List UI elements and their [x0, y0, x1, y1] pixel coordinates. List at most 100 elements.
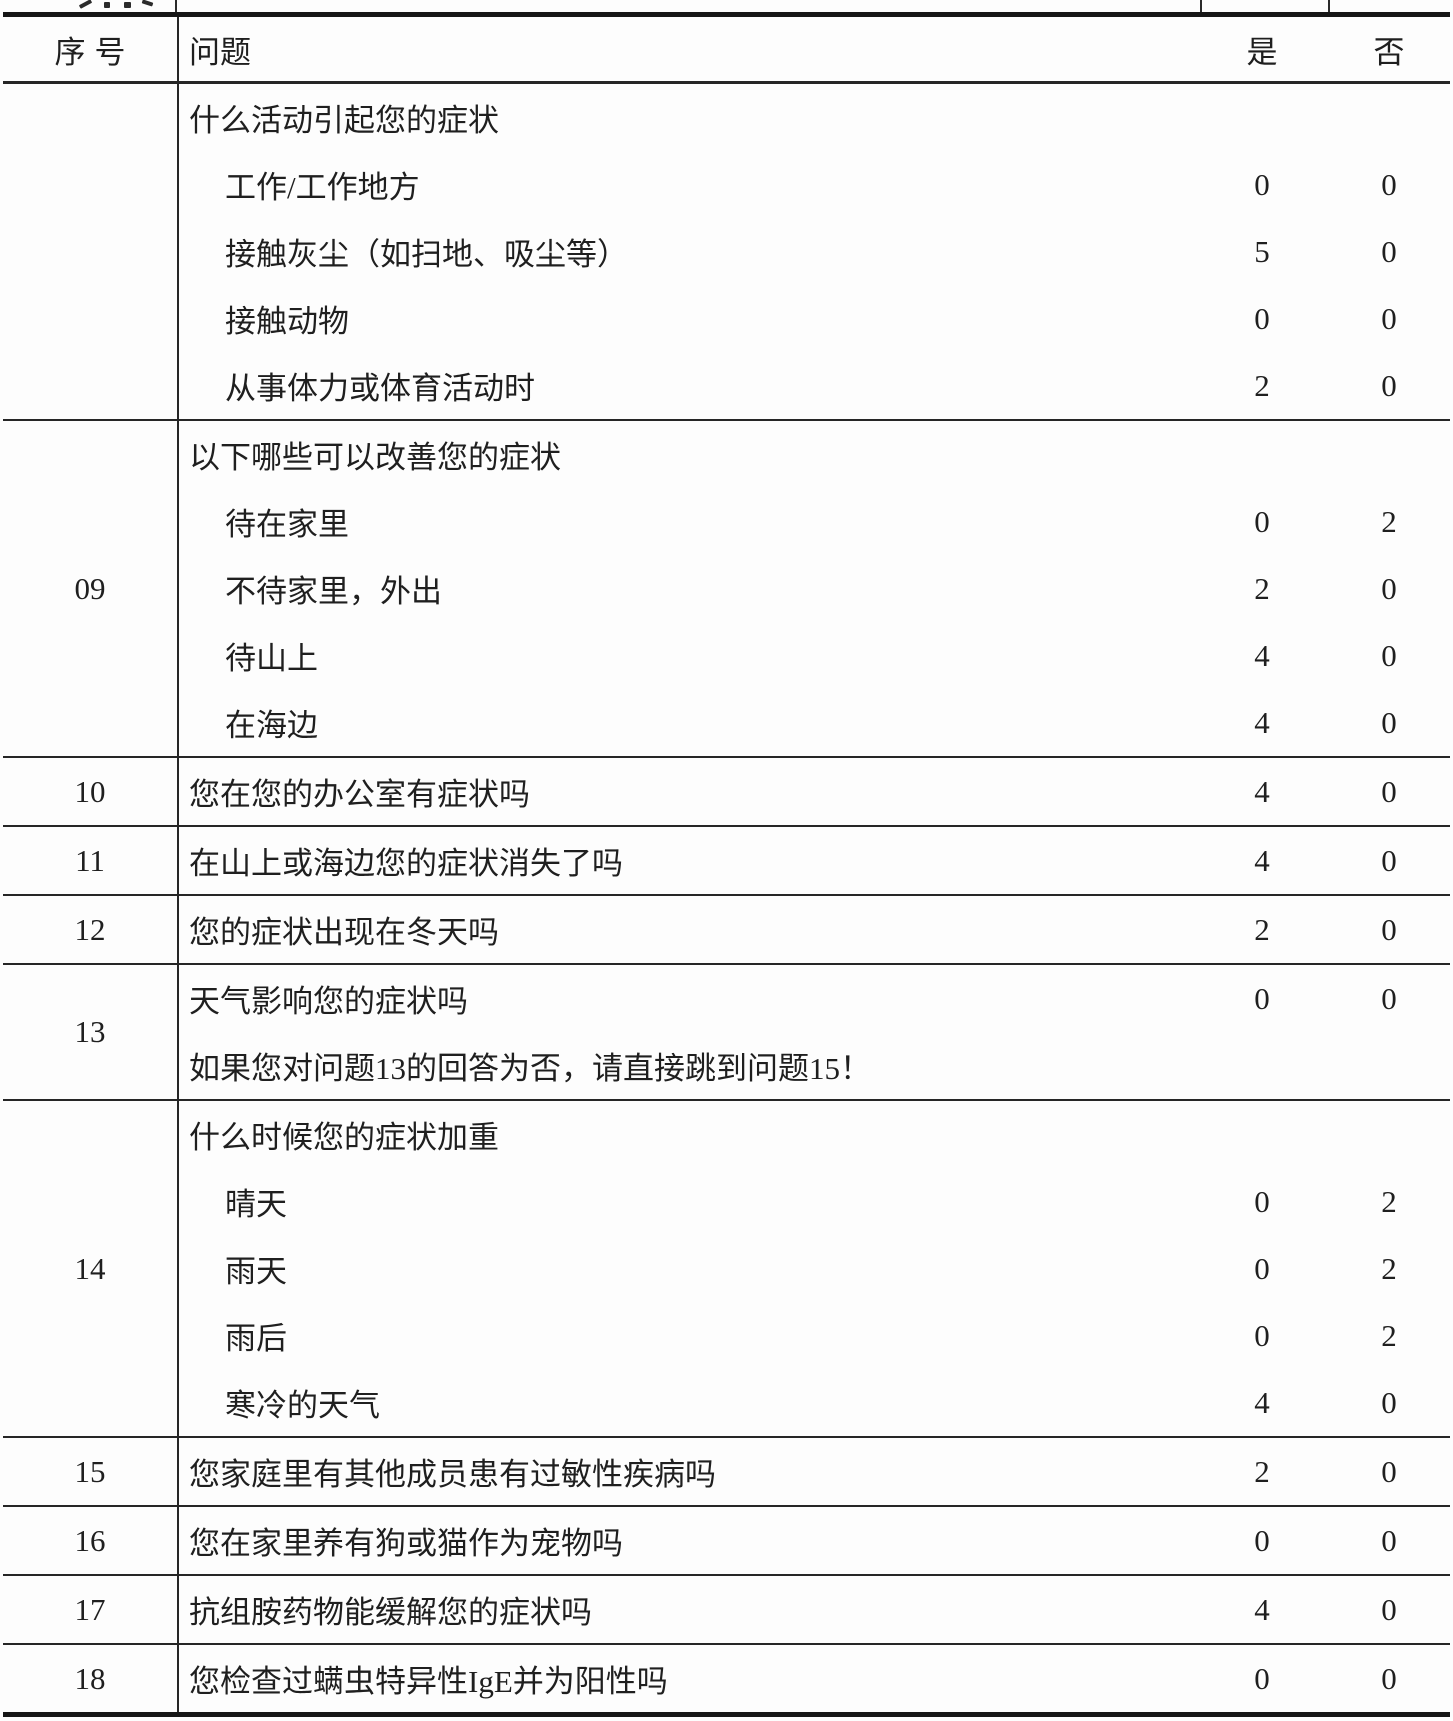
question-line: 从事体力或体育活动时 2 0 [179, 352, 1450, 419]
row-number: 16 [3, 1507, 179, 1574]
question-text: 您家庭里有其他成员患有过敏性疾病吗 [189, 1457, 716, 1492]
question-line: 寒冷的天气 4 0 [179, 1369, 1450, 1436]
question-line: 什么时候您的症状加重 [179, 1101, 1450, 1168]
question-text: 不待家里，外出 [225, 574, 442, 609]
yes-score: 0 [1254, 1250, 1270, 1286]
no-score: 2 [1381, 1250, 1397, 1286]
table-header-row: 序号 问题 是 否 [3, 17, 1450, 81]
question-text: 寒冷的天气 [225, 1388, 380, 1423]
question-line: 天气影响您的症状吗 0 0 [179, 965, 1450, 1032]
yes-score: 2 [1254, 911, 1270, 947]
question-text: 抗组胺药物能缓解您的症状吗 [189, 1595, 592, 1630]
header-number-cell: 序号 [3, 17, 179, 81]
question-line: 在海边 4 0 [179, 689, 1450, 756]
no-score: 0 [1381, 773, 1397, 809]
row-number: 12 [3, 896, 179, 963]
question-line: 工作/工作地方 0 0 [179, 151, 1450, 218]
question-line: 晴天 0 2 [179, 1168, 1450, 1235]
yes-score: 5 [1254, 233, 1270, 269]
question-line: 在山上或海边您的症状消失了吗 4 0 [179, 827, 1450, 894]
no-score: 0 [1381, 367, 1397, 403]
question-line: 以下哪些可以改善您的症状 [179, 421, 1450, 488]
table-row: 12 您的症状出现在冬天吗 2 0 [3, 894, 1450, 963]
no-score: 2 [1381, 1183, 1397, 1219]
question-text: 天气影响您的症状吗 [189, 984, 468, 1019]
cut-off-rule-fragment [175, 0, 177, 13]
yes-score: 0 [1254, 1660, 1270, 1696]
yes-score: 0 [1254, 1522, 1270, 1558]
question-line: 如果您对问题13的回答为否，请直接跳到问题15！ [179, 1032, 1450, 1099]
table-row: 17 抗组胺药物能缓解您的症状吗 4 0 [3, 1574, 1450, 1643]
yes-score: 2 [1254, 367, 1270, 403]
row-number: 10 [3, 758, 179, 825]
yes-score: 0 [1254, 166, 1270, 202]
table-row: 16 您在家里养有狗或猫作为宠物吗 0 0 [3, 1505, 1450, 1574]
cut-off-rule-fragment [1200, 0, 1202, 13]
question-line: 待山上 4 0 [179, 622, 1450, 689]
question-line: 雨后 0 2 [179, 1302, 1450, 1369]
question-text: 您在您的办公室有症状吗 [189, 777, 530, 812]
question-text: 在海边 [225, 708, 318, 743]
no-score: 0 [1381, 911, 1397, 947]
question-line: 您家庭里有其他成员患有过敏性疾病吗 2 0 [179, 1438, 1450, 1505]
yes-score: 4 [1254, 773, 1270, 809]
cut-off-text-fragment [124, 2, 131, 8]
row-number: 09 [3, 421, 179, 756]
table-row: 15 您家庭里有其他成员患有过敏性疾病吗 2 0 [3, 1436, 1450, 1505]
question-text: 从事体力或体育活动时 [225, 371, 535, 406]
no-score: 0 [1381, 233, 1397, 269]
question-text: 晴天 [225, 1187, 287, 1222]
question-line: 接触灰尘（如扫地、吸尘等） 5 0 [179, 218, 1450, 285]
no-score: 2 [1381, 1317, 1397, 1353]
question-text: 什么活动引起您的症状 [189, 103, 499, 138]
question-line: 什么活动引起您的症状 [179, 84, 1450, 151]
no-score: 2 [1381, 503, 1397, 539]
row-number: 13 [3, 965, 179, 1099]
yes-score: 0 [1254, 1317, 1270, 1353]
question-text: 接触动物 [225, 304, 349, 339]
table-row: 14 什么时候您的症状加重晴天 0 2 雨天 0 2 雨后 0 2 寒冷的天气 4 0 [3, 1099, 1450, 1436]
cut-off-text-fragment [104, 2, 110, 8]
no-score: 0 [1381, 166, 1397, 202]
question-text: 以下哪些可以改善您的症状 [189, 440, 561, 475]
yes-score: 2 [1254, 570, 1270, 606]
no-score: 0 [1381, 570, 1397, 606]
header-question-cell: 问题 [189, 34, 251, 70]
cut-off-text-fragment [78, 0, 93, 9]
yes-score: 4 [1254, 704, 1270, 740]
yes-score: 4 [1254, 842, 1270, 878]
table-row: 13 天气影响您的症状吗 0 0 如果您对问题13的回答为否，请直接跳到问题15！ [3, 963, 1450, 1099]
yes-score: 0 [1254, 503, 1270, 539]
no-score: 0 [1381, 1660, 1397, 1696]
question-text: 待在家里 [225, 507, 349, 542]
no-score: 0 [1381, 842, 1397, 878]
no-score: 0 [1381, 1522, 1397, 1558]
no-score: 0 [1381, 637, 1397, 673]
question-text: 您的症状出现在冬天吗 [189, 915, 499, 950]
row-number: 14 [3, 1101, 179, 1436]
no-score: 0 [1381, 300, 1397, 336]
table-row: 10 您在您的办公室有症状吗 4 0 [3, 756, 1450, 825]
row-number: 11 [3, 827, 179, 894]
cut-off-text-fragment [141, 0, 154, 7]
question-line: 雨天 0 2 [179, 1235, 1450, 1302]
row-number: 17 [3, 1576, 179, 1643]
table-row: 11 在山上或海边您的症状消失了吗 4 0 [3, 825, 1450, 894]
question-text: 什么时候您的症状加重 [189, 1120, 499, 1155]
row-number: 18 [3, 1645, 179, 1712]
table-row: 什么活动引起您的症状工作/工作地方 0 0 接触灰尘（如扫地、吸尘等） 5 0 接触动物 0 0… [3, 81, 1450, 419]
question-text: 雨天 [225, 1254, 287, 1289]
yes-score: 0 [1254, 1183, 1270, 1219]
question-text: 待山上 [225, 641, 318, 676]
question-text: 雨后 [225, 1321, 287, 1356]
header-yes-cell: 是 [1246, 34, 1278, 70]
question-text: 工作/工作地方 [225, 170, 420, 205]
question-line: 您在家里养有狗或猫作为宠物吗 0 0 [179, 1507, 1450, 1574]
question-line: 抗组胺药物能缓解您的症状吗 4 0 [179, 1576, 1450, 1643]
no-score: 0 [1381, 1453, 1397, 1489]
question-text: 如果您对问题13的回答为否，请直接跳到问题15！ [189, 1051, 871, 1086]
yes-score: 2 [1254, 1453, 1270, 1489]
question-line: 不待家里，外出 2 0 [179, 555, 1450, 622]
question-text: 接触灰尘（如扫地、吸尘等） [225, 237, 628, 272]
question-text: 您检查过螨虫特异性IgE并为阳性吗 [189, 1664, 668, 1699]
